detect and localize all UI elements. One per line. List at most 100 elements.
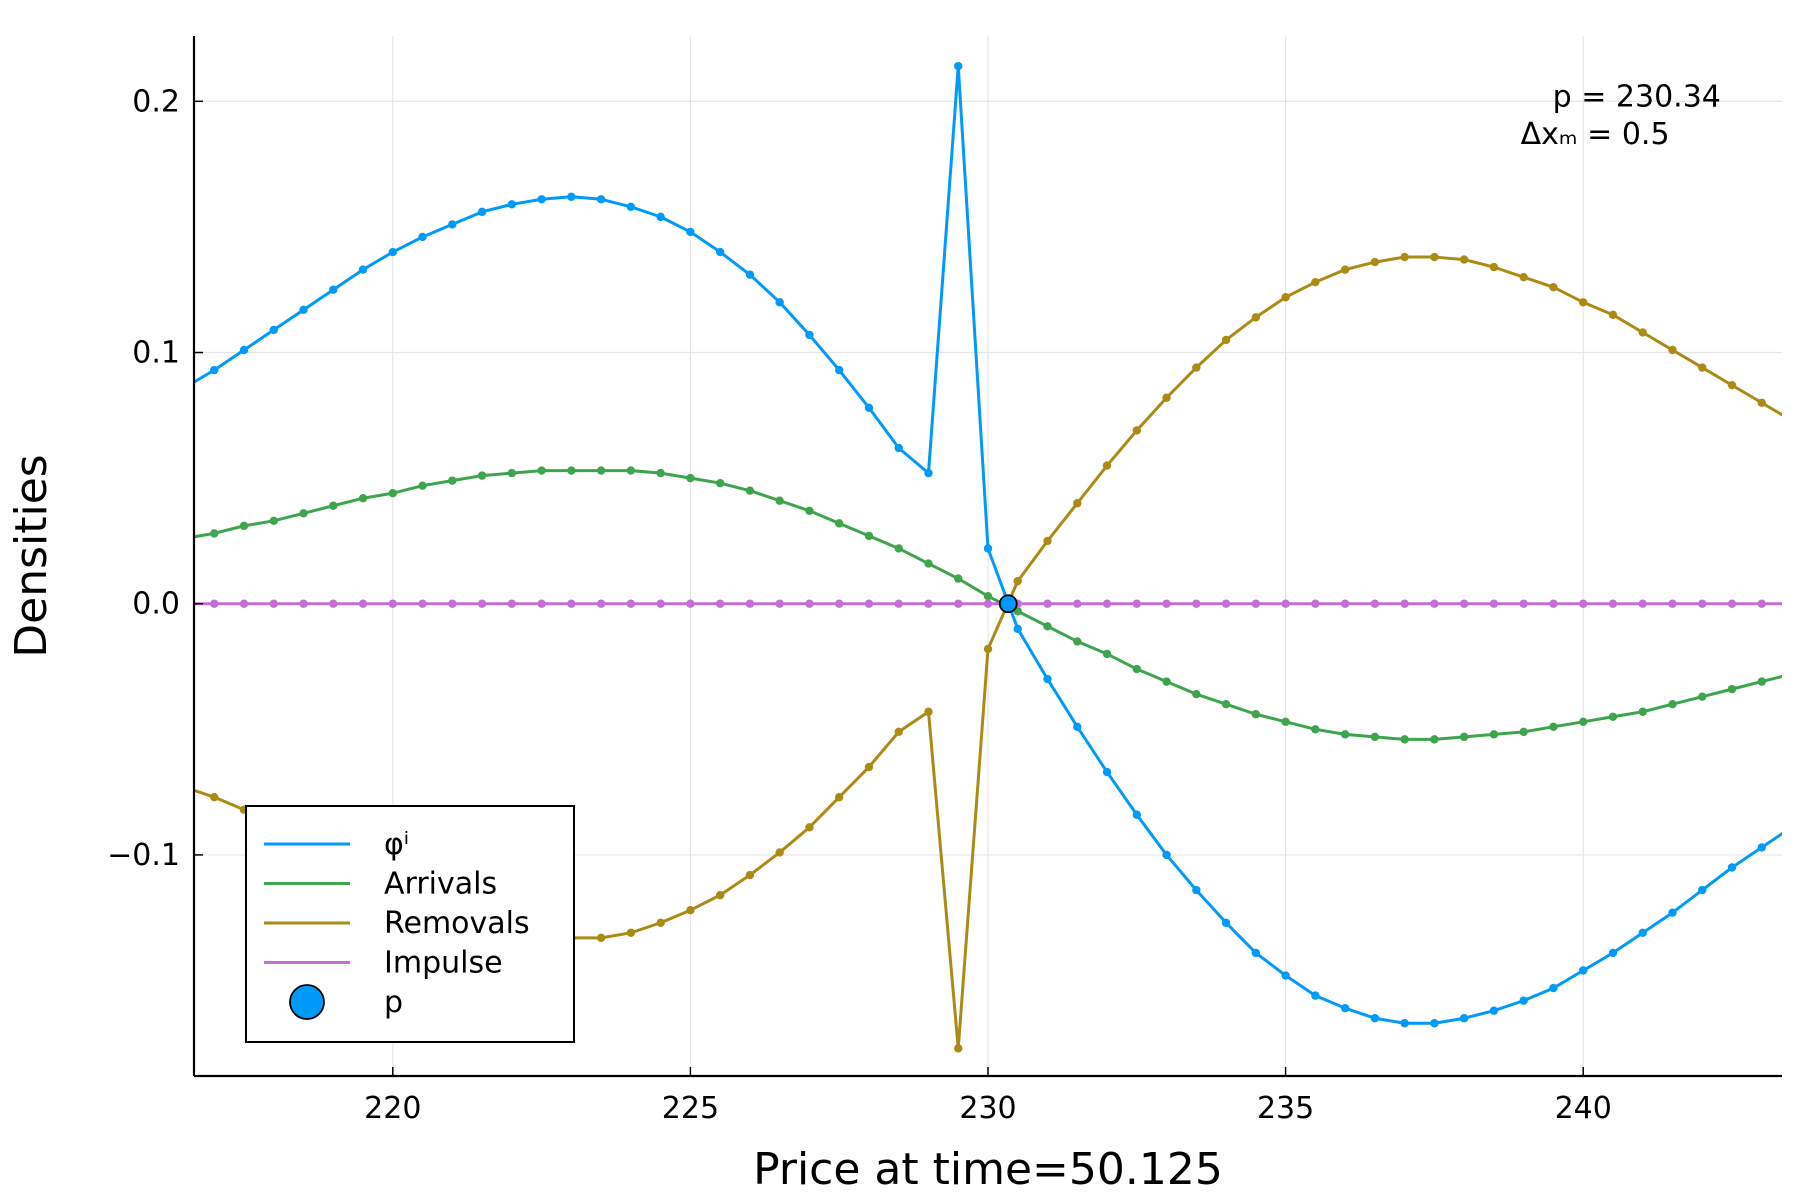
data-point-phi [180, 383, 188, 391]
data-point-impulse [210, 599, 219, 608]
data-point-removals [1192, 363, 1201, 372]
data-point-phi [1400, 1019, 1409, 1028]
legend-label: Impulse [384, 946, 503, 981]
data-point-phi [1519, 996, 1528, 1005]
data-point-phi [448, 220, 457, 229]
data-point-arrivals [1311, 725, 1320, 734]
data-point-arrivals [477, 471, 487, 480]
y-tick-label: 0.2 [132, 84, 180, 119]
data-point-impulse [775, 599, 784, 608]
data-point-phi [567, 192, 576, 201]
data-point-arrivals [448, 476, 457, 485]
data-point-impulse [1370, 599, 1380, 608]
data-point-impulse [418, 599, 427, 608]
x-ticks: 220 225 230 235 240 [364, 1067, 1612, 1126]
data-point-impulse [1757, 599, 1766, 608]
data-point-phi [1787, 823, 1795, 831]
data-point-arrivals [656, 468, 665, 478]
data-point-removals [715, 890, 725, 900]
data-point-arrivals [745, 486, 755, 495]
data-point-arrivals [1043, 622, 1052, 631]
data-point-removals [775, 848, 784, 857]
data-point-impulse [1311, 599, 1320, 608]
data-point-impulse [894, 599, 903, 608]
data-point-arrivals [1579, 717, 1588, 726]
data-point-impulse [1698, 599, 1707, 608]
data-point-arrivals [269, 516, 278, 526]
data-point-arrivals [596, 466, 606, 475]
data-point-removals [210, 792, 219, 802]
data-point-removals [834, 792, 844, 802]
p-marker [998, 594, 1018, 614]
legend: φⁱ Arrivals Removals Impulse p [245, 805, 575, 1043]
data-point-arrivals [507, 468, 517, 478]
data-point-impulse [805, 599, 814, 608]
data-point-phi [745, 270, 755, 279]
data-point-arrivals [1281, 717, 1290, 726]
data-point-impulse [1668, 599, 1677, 608]
data-point-arrivals [1102, 649, 1112, 659]
x-tick-label: 240 [1555, 1091, 1612, 1126]
data-point-impulse [1787, 600, 1795, 608]
data-point-arrivals [1519, 727, 1528, 737]
legend-label: Arrivals [384, 867, 497, 902]
data-point-removals [1251, 313, 1261, 322]
data-point-phi [507, 200, 517, 209]
data-point-impulse [745, 599, 755, 608]
data-point-removals [983, 644, 993, 654]
data-point-phi [1251, 948, 1261, 958]
data-point-phi [1281, 971, 1290, 980]
data-point-removals [1549, 283, 1558, 292]
data-point-removals [1311, 277, 1320, 287]
data-point-phi [1727, 863, 1737, 872]
data-point-impulse [448, 599, 457, 608]
data-point-arrivals [537, 466, 546, 475]
data-point-phi [1221, 918, 1231, 927]
data-point-impulse [1400, 599, 1409, 608]
data-point-impulse [567, 599, 576, 608]
data-point-impulse [1221, 599, 1231, 608]
data-point-impulse [954, 599, 963, 608]
data-point-arrivals [983, 591, 993, 601]
data-point-arrivals [567, 466, 576, 475]
data-point-impulse [1340, 599, 1350, 608]
data-point-phi [924, 468, 933, 478]
data-point-arrivals [626, 466, 636, 475]
data-point-arrivals [358, 494, 368, 503]
y-ticks: −0.1 0.0 0.1 0.2 [107, 84, 203, 873]
data-point-phi [358, 265, 368, 274]
data-point-arrivals [1192, 689, 1201, 699]
series-arrivals [180, 466, 1782, 744]
data-point-arrivals [1549, 722, 1558, 732]
data-point-arrivals [329, 501, 338, 510]
x-tick-label: 225 [662, 1091, 719, 1126]
data-point-removals [180, 783, 188, 791]
data-point-arrivals [1638, 707, 1647, 716]
data-point-phi [269, 325, 278, 335]
data-point-removals [1073, 499, 1082, 508]
data-point-phi [1192, 885, 1201, 895]
data-point-impulse [715, 599, 725, 608]
data-point-phi [1311, 991, 1320, 1000]
data-point-arrivals [180, 534, 188, 542]
data-point-phi [537, 195, 546, 204]
data-point-arrivals [1340, 730, 1350, 739]
data-point-impulse [299, 599, 308, 608]
data-point-phi [1459, 1014, 1469, 1023]
data-point-arrivals [1162, 677, 1171, 686]
series-impulse [194, 599, 1795, 608]
data-point-arrivals [1073, 637, 1082, 646]
series-phi [180, 61, 1795, 1028]
data-point-removals [924, 707, 933, 716]
data-point-phi [1757, 843, 1766, 852]
data-point-phi [1043, 674, 1052, 684]
data-point-phi [1162, 850, 1171, 860]
y-tick-label: 0.1 [132, 336, 180, 371]
data-point-removals [1340, 265, 1350, 274]
data-point-removals [894, 727, 903, 737]
data-point-phi [1579, 966, 1588, 975]
data-point-arrivals [954, 574, 963, 583]
y-tick-label: −0.1 [107, 838, 180, 873]
data-point-removals [1787, 416, 1795, 424]
